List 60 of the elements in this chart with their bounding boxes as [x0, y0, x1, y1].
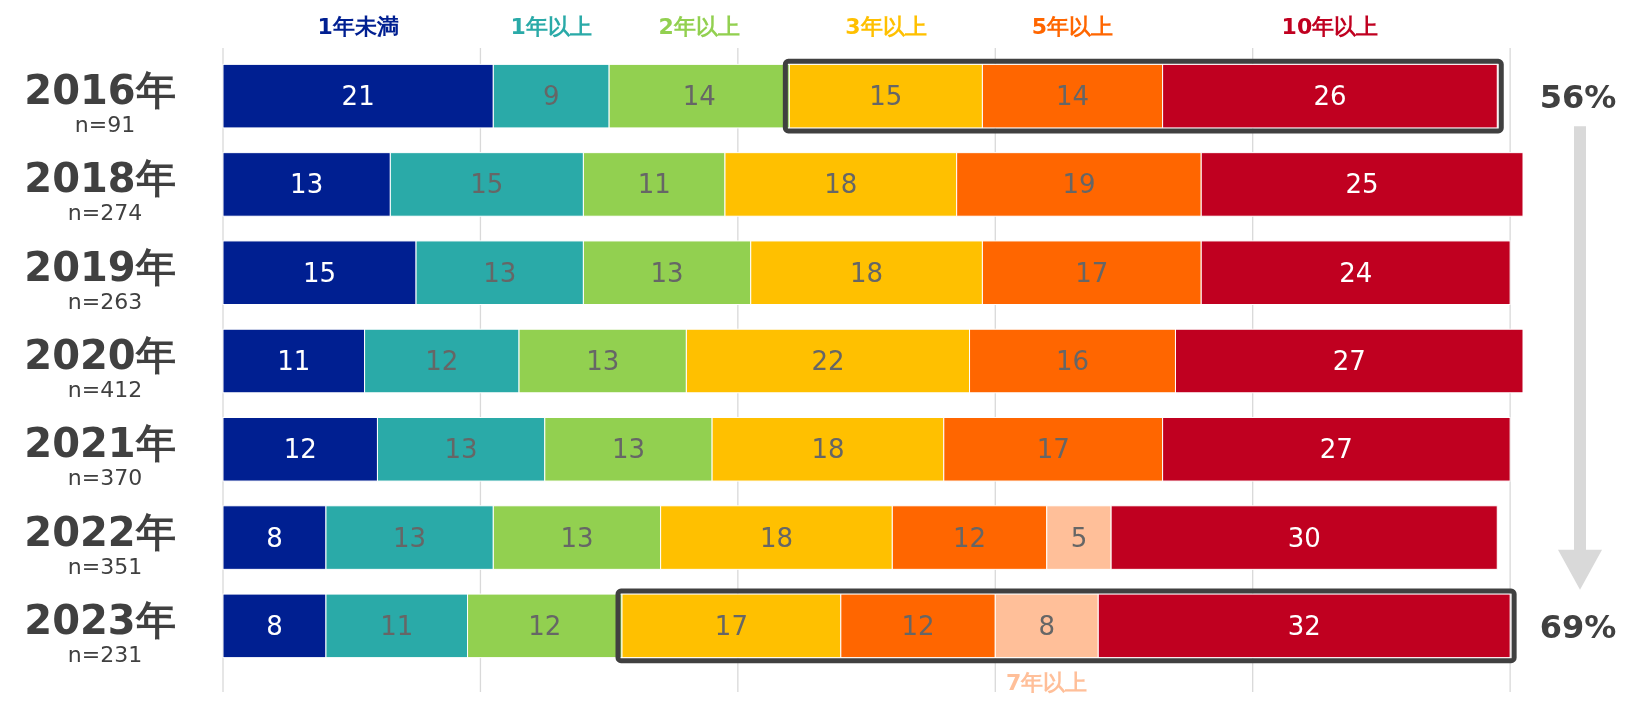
data-label: 17 — [1036, 434, 1070, 465]
text: 69% — [1539, 607, 1617, 646]
series-label: 10年以上 — [1281, 14, 1379, 39]
data-label: 12 — [952, 522, 987, 553]
data-label: 27 — [1319, 434, 1353, 465]
data-label: 13 — [393, 522, 427, 553]
data-label: 12 — [901, 610, 935, 641]
data-label: 13 — [560, 522, 594, 553]
data-label: 27 — [1332, 346, 1366, 376]
category-label: 2016年 n=91 — [24, 67, 176, 138]
series-label: 3年以上 — [845, 14, 927, 39]
series-label: 5年以上 — [1031, 14, 1114, 39]
series-label: 1年未満 — [317, 14, 399, 39]
data-label: 13 — [650, 257, 684, 288]
data-label: 15 — [470, 169, 504, 200]
data-label: 11 — [277, 346, 311, 376]
data-label: 14 — [682, 81, 716, 112]
data-label: 13 — [483, 257, 517, 288]
data-label: 19 — [1062, 169, 1096, 200]
data-label: 11 — [380, 610, 414, 641]
series-label: 7年以上 — [1006, 670, 1088, 695]
data-label: 13 — [611, 434, 645, 465]
data-label: 30 — [1287, 522, 1321, 553]
data-label: 14 — [1055, 81, 1090, 112]
data-label: 8 — [266, 522, 283, 553]
category-label: 2022年 n=351 — [24, 508, 176, 579]
category-label: 2023年 n=231 — [24, 596, 176, 667]
data-label: 18 — [824, 169, 858, 200]
data-label: 15 — [302, 257, 337, 288]
data-label: 13 — [444, 434, 478, 465]
data-label: 12 — [425, 346, 459, 376]
category-label: 2021年 n=370 — [24, 420, 176, 491]
data-label: 16 — [1055, 346, 1090, 376]
category-label: 2019年 n=263 — [24, 243, 176, 314]
data-label: 9 — [542, 81, 560, 112]
data-label: 18 — [759, 522, 794, 553]
data-label: 12 — [283, 434, 317, 465]
series-label: 1年以上 — [510, 14, 592, 39]
data-label: 25 — [1345, 169, 1379, 200]
data-label: 21 — [341, 81, 375, 112]
data-label: 22 — [811, 346, 845, 376]
data-label: 32 — [1287, 610, 1321, 641]
data-label: 8 — [1038, 610, 1056, 641]
data-label: 17 — [714, 610, 748, 641]
data-label: 15 — [869, 81, 903, 112]
data-label: 18 — [850, 257, 884, 288]
category-label: 2018年 n=274 — [24, 155, 176, 226]
data-label: 8 — [266, 610, 283, 641]
data-label: 13 — [290, 169, 324, 200]
data-label: 26 — [1313, 81, 1347, 112]
series-label: 2年以上 — [658, 14, 740, 39]
category-label: 2020年 n=412 — [24, 332, 176, 402]
data-label: 24 — [1339, 257, 1373, 288]
data-label: 11 — [637, 169, 671, 200]
data-label: 12 — [528, 610, 562, 641]
data-label: 5 — [1070, 522, 1088, 553]
data-label: 18 — [811, 434, 845, 465]
data-label: 17 — [1075, 257, 1109, 288]
data-label: 13 — [586, 346, 620, 376]
text: 56% — [1539, 78, 1617, 117]
